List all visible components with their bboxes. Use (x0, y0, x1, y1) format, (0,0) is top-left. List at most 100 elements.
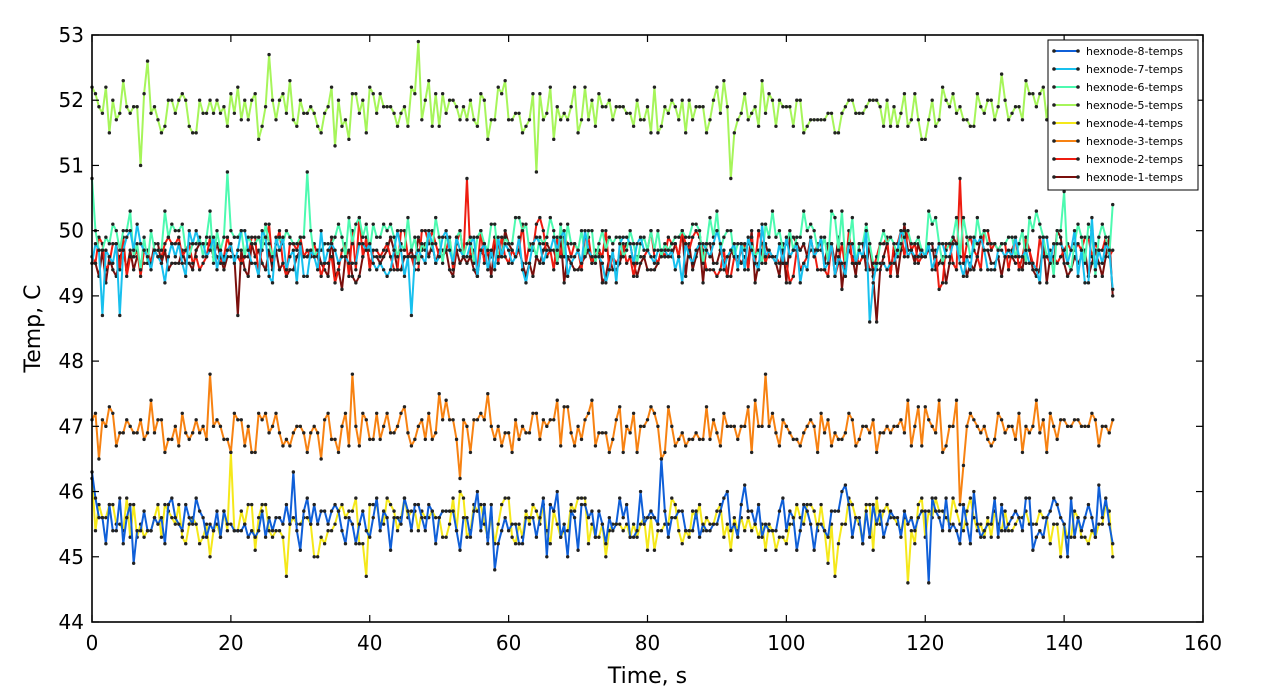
data-point (406, 509, 410, 513)
data-point (270, 535, 275, 539)
data-point (829, 209, 834, 213)
data-point (496, 542, 500, 546)
data-point (156, 255, 160, 259)
data-point (784, 528, 789, 533)
data-point (451, 268, 455, 272)
data-point (590, 255, 594, 259)
data-point (107, 242, 112, 246)
data-point (267, 52, 271, 57)
data-point (253, 242, 257, 246)
data-point (104, 235, 108, 239)
data-point (722, 235, 726, 239)
data-point (104, 424, 108, 429)
data-point (687, 98, 691, 102)
data-point (434, 515, 438, 520)
data-point (329, 528, 334, 533)
data-point (538, 261, 542, 265)
data-point (666, 535, 671, 539)
data-point (652, 261, 657, 265)
data-point (159, 248, 164, 252)
data-point (635, 535, 639, 539)
data-point (1104, 242, 1108, 246)
data-point (1058, 228, 1063, 233)
data-point (958, 502, 962, 507)
data-point (923, 509, 927, 513)
data-point (125, 274, 129, 279)
data-point (524, 281, 528, 285)
data-point (937, 118, 941, 122)
data-point (923, 137, 927, 142)
data-point (256, 137, 261, 142)
data-point (215, 98, 219, 102)
data-point (222, 261, 226, 265)
data-point (961, 118, 966, 122)
data-point (128, 502, 132, 507)
data-point (611, 528, 615, 533)
data-point (1013, 522, 1018, 526)
data-point (305, 450, 309, 455)
data-point (683, 242, 688, 246)
data-point (1097, 522, 1101, 526)
data-point (1006, 248, 1011, 252)
data-point (427, 78, 431, 83)
data-point (840, 287, 844, 292)
data-point (1034, 535, 1039, 539)
data-point (357, 444, 362, 448)
data-point (336, 450, 341, 455)
data-point (291, 268, 296, 272)
legend-marker (1052, 175, 1056, 179)
data-point (569, 502, 573, 507)
data-point (156, 118, 160, 122)
data-point (961, 502, 966, 507)
data-point (812, 548, 816, 552)
data-point (333, 502, 337, 507)
data-point (475, 489, 480, 494)
data-point (736, 535, 740, 539)
data-point (1045, 515, 1049, 520)
data-point (916, 261, 921, 265)
data-point (565, 528, 570, 533)
data-point (940, 509, 945, 513)
data-point (854, 515, 858, 520)
data-point (114, 242, 119, 246)
data-point (687, 528, 691, 533)
data-point (638, 235, 643, 239)
data-point (434, 542, 438, 546)
data-point (326, 105, 330, 109)
data-point (1031, 548, 1035, 552)
data-point (805, 268, 809, 272)
data-point (291, 515, 296, 520)
data-point (461, 515, 466, 520)
data-point (218, 424, 223, 429)
data-point (583, 418, 587, 422)
data-point (277, 528, 282, 533)
data-point (559, 235, 563, 239)
data-point (465, 242, 469, 246)
data-point (489, 248, 493, 252)
data-point (822, 235, 827, 239)
data-point (812, 424, 816, 429)
data-point (149, 268, 153, 272)
data-point (267, 222, 271, 226)
data-point (253, 548, 257, 552)
data-point (381, 268, 386, 272)
data-point (465, 118, 469, 122)
data-point (645, 268, 650, 272)
data-point (336, 509, 341, 513)
data-point (833, 509, 837, 513)
data-point (982, 248, 986, 252)
data-point (374, 235, 379, 239)
data-point (572, 255, 577, 259)
data-point (767, 522, 771, 526)
data-point (322, 111, 327, 115)
data-point (184, 502, 188, 507)
data-point (420, 255, 424, 259)
data-point (461, 255, 466, 259)
data-point (576, 548, 580, 552)
data-point (1100, 424, 1105, 429)
data-point (565, 274, 570, 279)
data-point (125, 515, 129, 520)
data-point (420, 242, 424, 246)
data-point (406, 255, 410, 259)
data-point (874, 98, 879, 102)
